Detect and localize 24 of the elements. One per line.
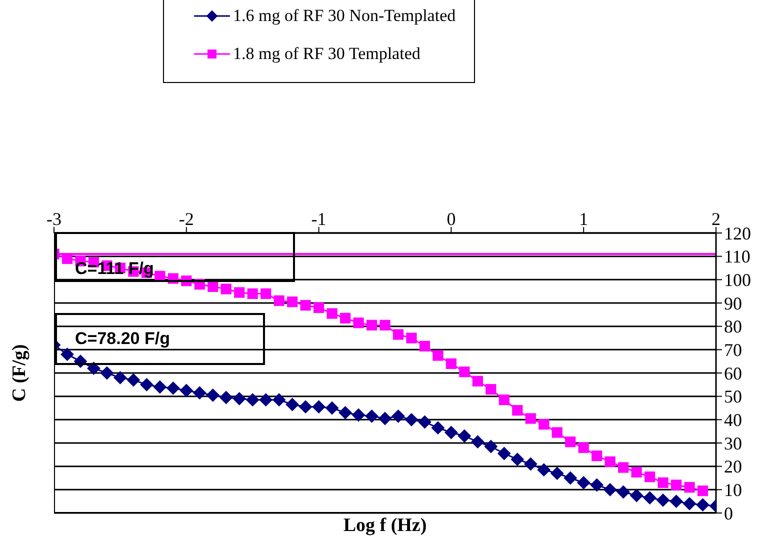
annotation: C=78.20 F/g (55, 313, 265, 365)
legend-label: 1.8 mg of RF 30 Templated (233, 44, 420, 64)
x-tick-label: -1 (311, 209, 326, 229)
y-tick-label: 10 (724, 480, 742, 500)
y-tick-label: 90 (724, 293, 742, 314)
y-tick-label: 40 (724, 410, 742, 430)
y-tick-label: 30 (724, 433, 742, 454)
x-tick-label: 2 (712, 209, 720, 229)
y-tick-label: 120 (724, 223, 751, 244)
y-tick-label: 60 (724, 363, 742, 384)
y-tick-label: 20 (724, 456, 742, 477)
y-tick-label: 0 (724, 503, 733, 524)
x-tick-label: 1 (579, 209, 588, 229)
x-tick-label: -3 (46, 209, 62, 229)
x-tick-label: 0 (446, 209, 456, 229)
y-tick-label: 70 (724, 340, 742, 360)
x-axis-title: Log f (Hz) (342, 515, 428, 537)
x-tick-label: -2 (178, 209, 194, 229)
y-axis-title: C (F/g) (9, 344, 31, 402)
y-tick-label: 110 (724, 246, 750, 267)
y-tick-label: 80 (724, 316, 742, 337)
y-tick-label: 50 (724, 386, 742, 407)
y-tick-label: 100 (724, 270, 751, 290)
legend-label: 1.6 mg of RF 30 Non-Templated (233, 6, 456, 26)
